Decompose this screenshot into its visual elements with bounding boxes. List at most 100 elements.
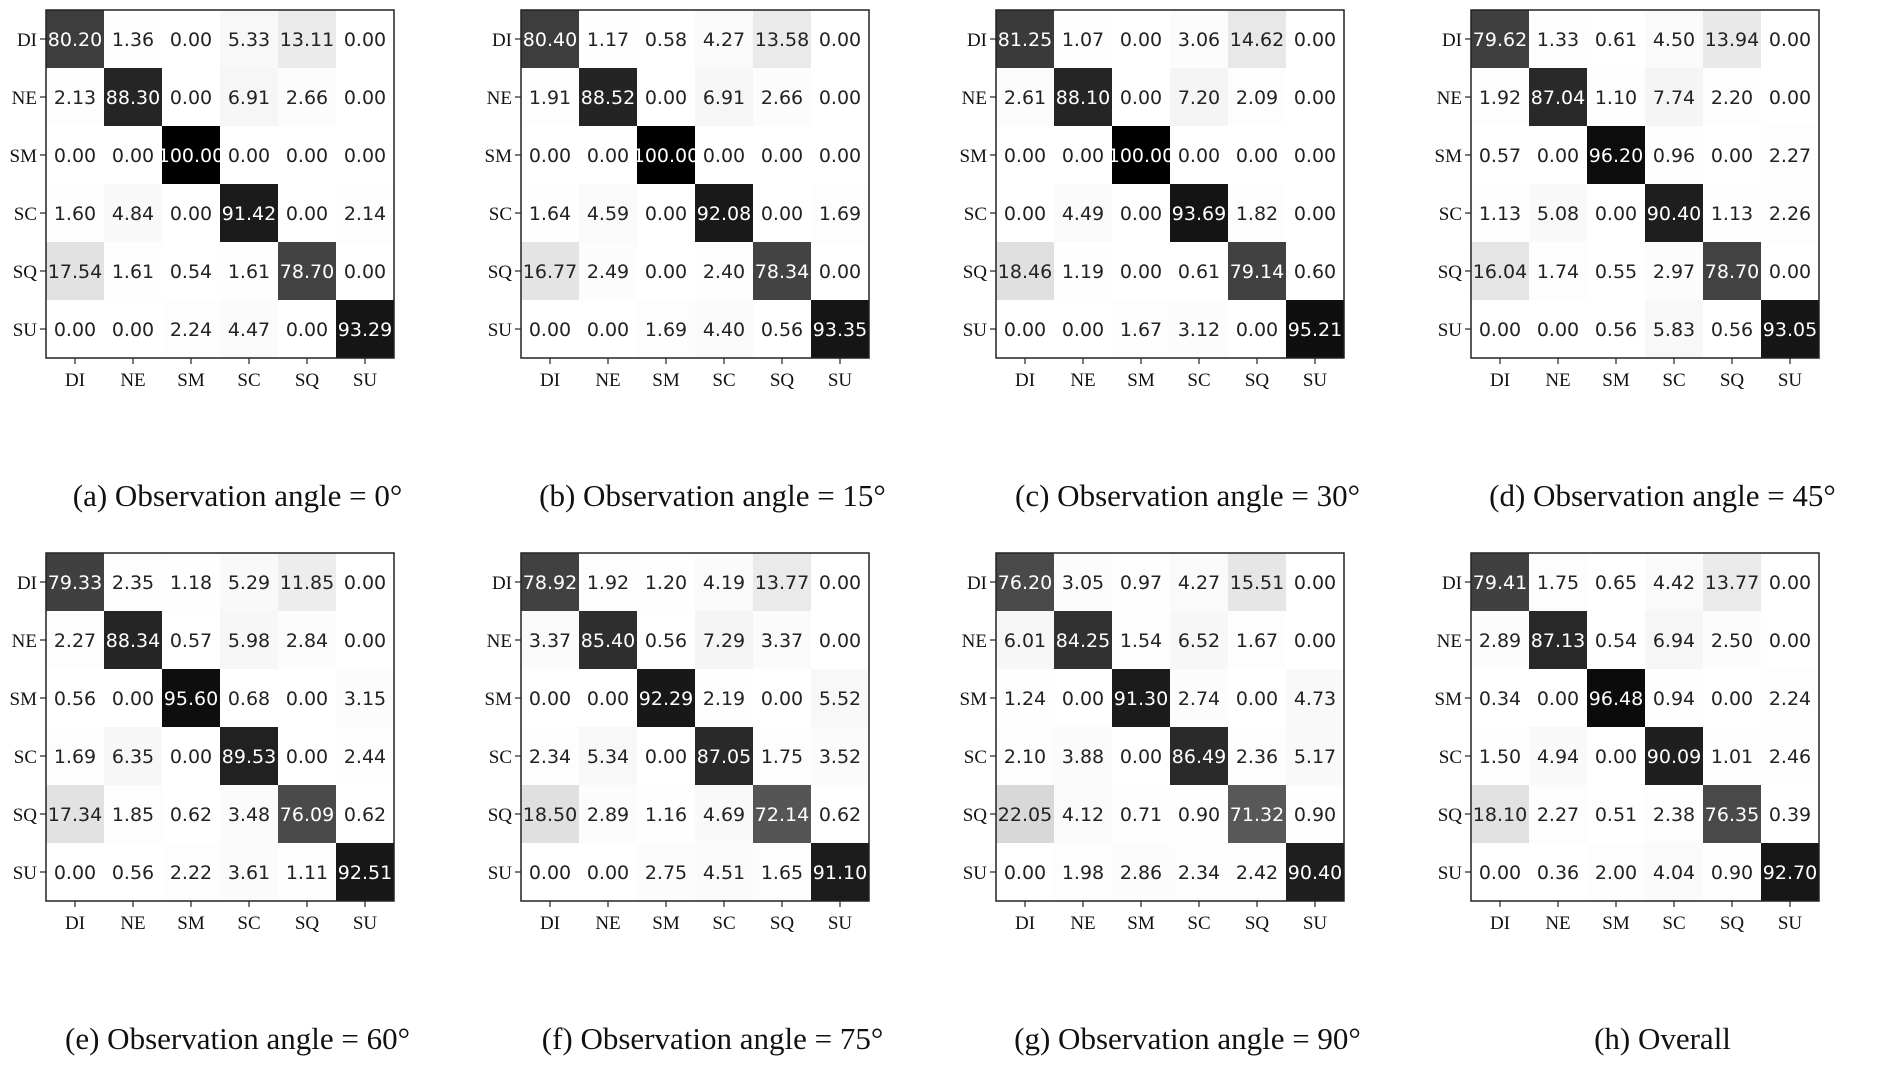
y-tick-label: SC: [14, 204, 37, 225]
heatmap-cell: [753, 611, 811, 669]
heatmap-cell: [46, 68, 104, 126]
heatmap-cell: [996, 727, 1054, 785]
x-tick-label: SC: [1662, 370, 1685, 391]
cell-value-label: 0.00: [344, 87, 386, 109]
heatmap-cell: [1170, 843, 1228, 901]
cell-value-label: 88.10: [1056, 87, 1110, 109]
heatmap-cell: [1645, 553, 1703, 611]
heatmap-cell: [1761, 68, 1819, 126]
panel-caption: (f) Observation angle = 75°: [541, 1021, 884, 1056]
x-tick-label: SU: [828, 913, 853, 934]
heatmap-cell: [579, 10, 637, 68]
heatmap-cell: [1761, 669, 1819, 727]
cell-value-label: 1.19: [1062, 261, 1104, 283]
cell-value-label: 4.40: [703, 319, 745, 341]
y-tick-label: DI: [1442, 30, 1462, 51]
heatmap-cell: [637, 553, 695, 611]
heatmap-cell: [811, 843, 869, 901]
cell-value-label: 13.11: [280, 29, 334, 51]
y-tick-label: SM: [10, 146, 38, 167]
heatmap-cell: [1170, 300, 1228, 358]
panel-caption: (g) Observation angle = 90°: [1014, 1021, 1361, 1056]
cell-value-label: 76.35: [1705, 804, 1759, 826]
heatmap-cell: [637, 242, 695, 300]
cell-value-label: 0.00: [1479, 319, 1521, 341]
heatmap-cell: [46, 843, 104, 901]
heatmap-cell: [1761, 843, 1819, 901]
heatmap-cell: [162, 669, 220, 727]
cell-value-label: 0.00: [112, 319, 154, 341]
cell-value-label: 1.92: [587, 572, 629, 594]
cell-value-label: 1.75: [761, 746, 803, 768]
heatmap-cell: [336, 300, 394, 358]
heatmap-cell: [637, 126, 695, 184]
cell-value-label: 93.05: [1763, 319, 1817, 341]
x-tick-label: SC: [237, 913, 260, 934]
heatmap-cell: [996, 300, 1054, 358]
heatmap-cell: [996, 10, 1054, 68]
heatmap-cell: [1054, 184, 1112, 242]
cell-value-label: 4.12: [1062, 804, 1104, 826]
cell-value-label: 1.69: [645, 319, 687, 341]
cell-value-label: 0.00: [112, 145, 154, 167]
cell-value-label: 0.00: [228, 145, 270, 167]
cell-value-label: 0.62: [344, 804, 386, 826]
cell-value-label: 0.00: [1120, 261, 1162, 283]
x-tick-label: SC: [1662, 913, 1685, 934]
cell-value-label: 0.00: [286, 145, 328, 167]
cell-value-label: 0.00: [1537, 145, 1579, 167]
x-tick-label: SM: [652, 370, 680, 391]
cell-value-label: 4.49: [1062, 203, 1104, 225]
heatmap-cell: [1587, 184, 1645, 242]
cell-value-label: 2.89: [1479, 630, 1521, 652]
heatmap-cell: [1703, 242, 1761, 300]
cell-value-label: 0.34: [1479, 688, 1521, 710]
heatmap-cell: [220, 300, 278, 358]
cell-value-label: 1.10: [1595, 87, 1637, 109]
heatmap-cell: [521, 785, 579, 843]
heatmap-cell: [1529, 611, 1587, 669]
heatmap-cell: [1645, 669, 1703, 727]
cell-value-label: 0.00: [1120, 203, 1162, 225]
heatmap-cell: [162, 553, 220, 611]
heatmap-cell: [1645, 300, 1703, 358]
cell-value-label: 0.00: [1537, 319, 1579, 341]
heatmap-cell: [521, 184, 579, 242]
heatmap-cell: [46, 611, 104, 669]
cell-value-label: 0.94: [1653, 688, 1695, 710]
y-tick-label: SQ: [488, 262, 513, 283]
heatmap-cell: [996, 68, 1054, 126]
cell-value-label: 0.56: [645, 630, 687, 652]
heatmap-cell: [1228, 727, 1286, 785]
cell-value-label: 89.53: [222, 746, 276, 768]
cell-value-label: 91.10: [813, 862, 867, 884]
cell-value-label: 2.27: [54, 630, 96, 652]
heatmap-cell: [1703, 785, 1761, 843]
heatmap-cell: [637, 300, 695, 358]
heatmap-cell: [1529, 300, 1587, 358]
heatmap-cell: [1761, 300, 1819, 358]
cell-value-label: 0.00: [761, 688, 803, 710]
cell-value-label: 2.46: [1769, 746, 1811, 768]
cell-value-label: 2.24: [1769, 688, 1811, 710]
cell-value-label: 88.52: [581, 87, 635, 109]
cell-value-label: 1.36: [112, 29, 154, 51]
cell-value-label: 4.27: [1178, 572, 1220, 594]
x-tick-label: DI: [540, 370, 560, 391]
confusion-matrix-panel: 80.40 1.17 0.58 4.27 13.58 0.00 1.91 88.52 0.00 6…: [475, 0, 950, 543]
heatmap-cell: [1587, 843, 1645, 901]
heatmap-cell: [1703, 184, 1761, 242]
cell-value-label: 0.00: [819, 630, 861, 652]
heatmap-cell: [753, 727, 811, 785]
cell-value-label: 13.77: [1705, 572, 1759, 594]
cell-value-label: 84.25: [1056, 630, 1110, 652]
cell-value-label: 0.96: [1653, 145, 1695, 167]
heatmap-cell: [996, 669, 1054, 727]
cell-value-label: 0.90: [1178, 804, 1220, 826]
cell-value-label: 2.35: [112, 572, 154, 594]
x-tick-label: SU: [1778, 913, 1803, 934]
cell-value-label: 6.91: [703, 87, 745, 109]
x-tick-label: SU: [1303, 370, 1328, 391]
heatmap-cell: [579, 300, 637, 358]
cell-value-label: 2.97: [1653, 261, 1695, 283]
